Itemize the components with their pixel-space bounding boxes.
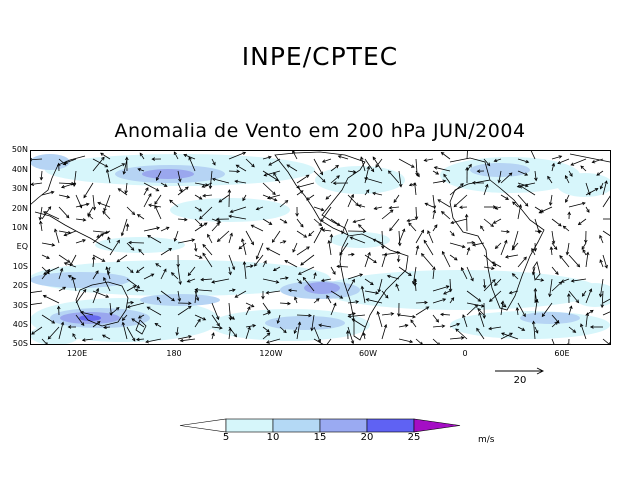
lat-label-30n: 30N <box>11 184 28 193</box>
header-title: INPE/CPTEC <box>241 42 399 71</box>
colorbar-segment-2 <box>272 418 321 433</box>
colorbar <box>179 418 461 433</box>
lat-label-eq: EQ <box>16 242 28 251</box>
lat-label-10n: 10N <box>11 223 28 232</box>
lon-label-60e: 60E <box>554 349 570 358</box>
map-frame <box>30 150 611 345</box>
lat-label-40n: 40N <box>11 165 28 174</box>
colorbar-label-10: 10 <box>266 432 280 443</box>
colorbar-label-20: 20 <box>360 432 374 443</box>
colorbar-label-25: 25 <box>407 432 421 443</box>
lat-label-20s: 20S <box>12 281 28 290</box>
colorbar-low-triangle <box>179 418 227 433</box>
colorbar-segment-3 <box>319 418 368 433</box>
colorbar-units: m/s <box>478 435 495 445</box>
lon-label-120w: 120W <box>259 349 283 358</box>
wind-vectors <box>30 150 611 345</box>
colorbar-segment-1 <box>225 418 274 433</box>
wind-map <box>30 150 611 345</box>
colorbar-high-triangle <box>413 418 461 433</box>
lat-label-20n: 20N <box>11 204 28 213</box>
shading-layer <box>30 154 611 345</box>
lat-label-50s: 50S <box>12 339 28 348</box>
lon-label-0: 0 <box>462 349 468 358</box>
lon-label-180: 180 <box>166 349 182 358</box>
map-title: Anomalia de Vento em 200 hPa JUN/2004 <box>114 120 526 142</box>
colorbar-label-5: 5 <box>222 432 230 443</box>
colorbar-label-15: 15 <box>313 432 327 443</box>
reference-vector-arrow <box>495 367 545 375</box>
lat-label-50n: 50N <box>11 145 28 154</box>
lon-label-120e: 120E <box>66 349 88 358</box>
lat-label-30s: 30S <box>12 301 28 310</box>
lat-label-40s: 40S <box>12 320 28 329</box>
lat-label-10s: 10S <box>12 262 28 271</box>
reference-vector-label: 20 <box>513 375 527 386</box>
colorbar-segment-4 <box>366 418 415 433</box>
lon-label-60w: 60W <box>358 349 378 358</box>
